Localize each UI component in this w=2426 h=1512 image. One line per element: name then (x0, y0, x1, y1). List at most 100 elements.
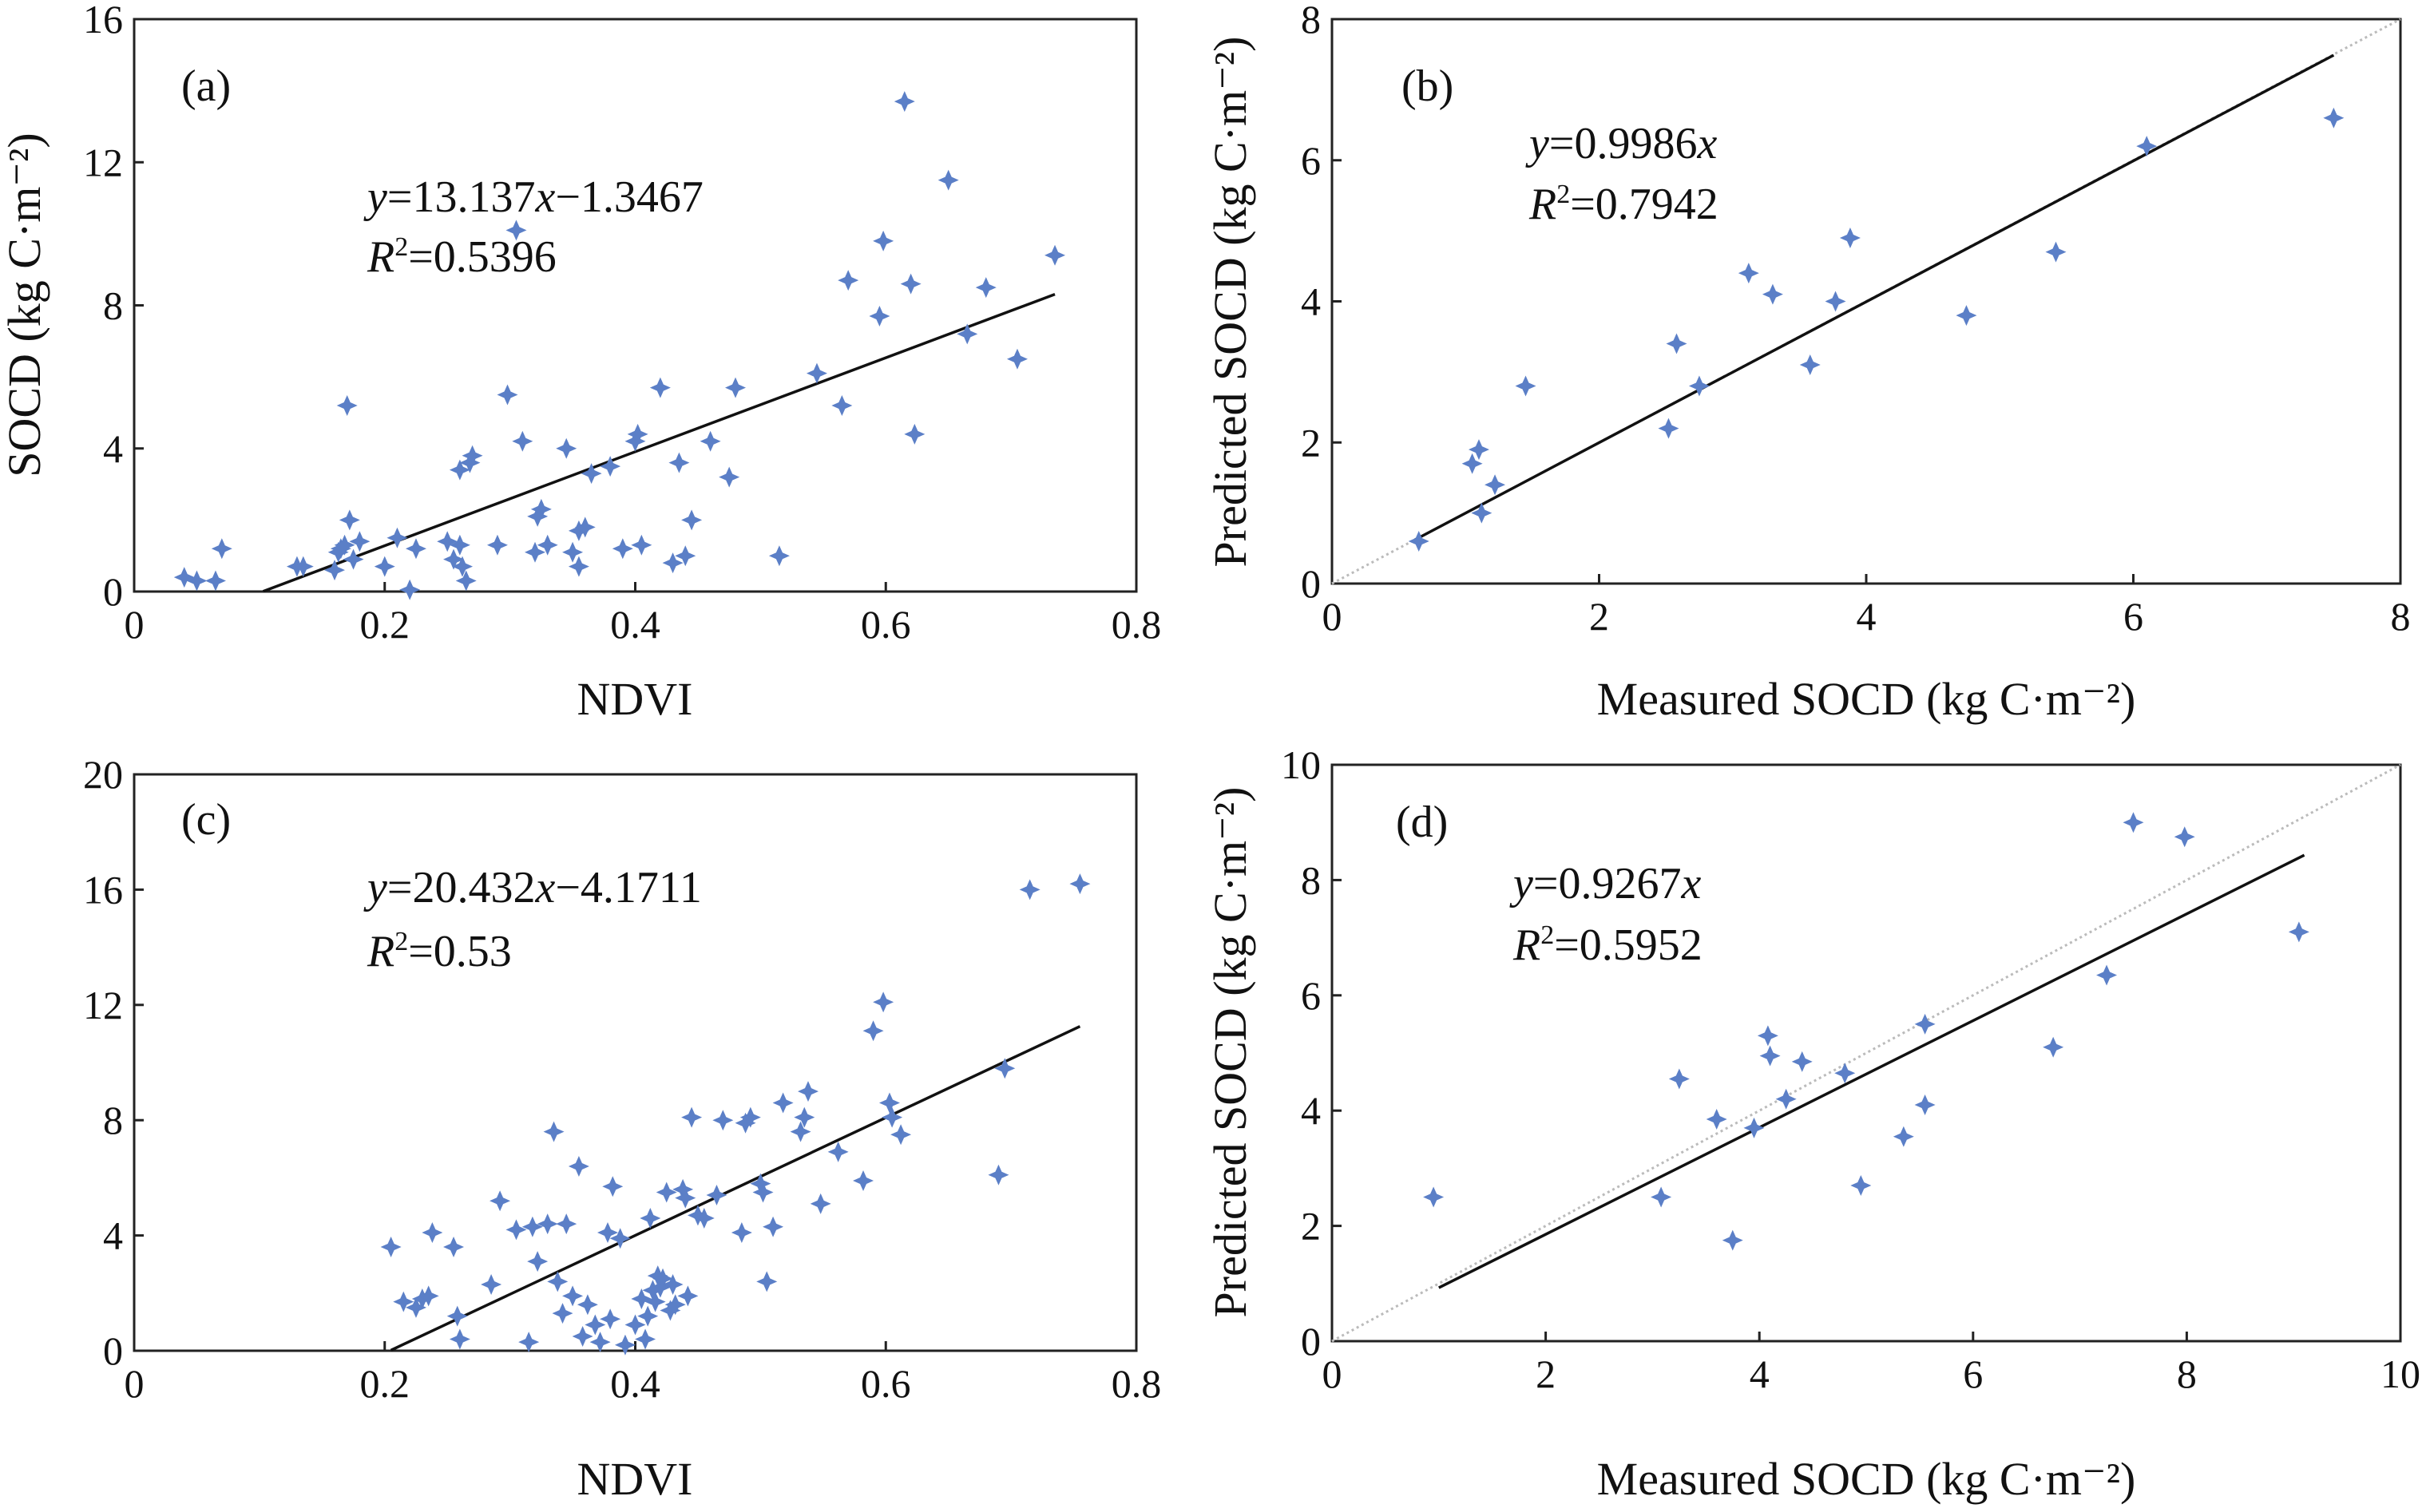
x-tick-label: 2 (1589, 594, 1609, 639)
data-point (462, 445, 483, 466)
data-point (552, 1303, 573, 1324)
y-tick-label: 0 (103, 569, 123, 614)
x-tick-label: 0.2 (360, 602, 410, 647)
data-point (568, 556, 589, 577)
data-point (712, 1110, 734, 1131)
data-point (577, 1294, 598, 1316)
data-point (1423, 1186, 1445, 1208)
plot-frame (133, 773, 1138, 1352)
data-point (449, 459, 470, 481)
data-point (543, 1121, 565, 1142)
plot-frame (133, 18, 1138, 593)
regression-line (1438, 853, 2305, 1289)
data-point (597, 1221, 618, 1243)
data-point (481, 1273, 502, 1295)
data-point (806, 362, 827, 384)
reference-line (1331, 763, 2401, 1343)
data-point (1666, 333, 1687, 354)
data-point (900, 273, 922, 295)
data-point (443, 548, 465, 570)
data-point (574, 517, 596, 538)
x-ticks: 0 0.2 0.4 0.6 0.8 (125, 582, 1161, 647)
data-point (627, 423, 648, 445)
data-point (173, 567, 195, 588)
y-tick-label: 12 (83, 140, 123, 184)
data-point (1515, 375, 1536, 397)
data-point (631, 1288, 652, 1310)
data-point (1825, 291, 1846, 312)
panel-label: (b) (1401, 61, 1453, 111)
y-tick-label: 0 (1301, 561, 1321, 606)
data-point (609, 1228, 631, 1249)
x-tick-label: 0 (125, 602, 145, 647)
data-point (662, 552, 684, 574)
data-point (1775, 1088, 1797, 1110)
y-tick-label: 4 (103, 1213, 123, 1258)
data-point (706, 1185, 727, 1206)
data-point (512, 430, 533, 452)
data-point (677, 1285, 699, 1307)
data-point (756, 1271, 778, 1292)
data-point (1006, 348, 1028, 370)
data-point (1791, 1051, 1813, 1072)
y-ticks: 0 4 8 12 16 20 (83, 752, 144, 1373)
data-point (556, 1213, 577, 1235)
data-point (452, 556, 474, 577)
x-ticks: 0 2 4 6 8 (1322, 574, 2411, 639)
data-point (1471, 502, 1492, 524)
panel-label: (d) (1396, 798, 1448, 847)
data-point (681, 509, 703, 531)
data-point (602, 1176, 624, 1197)
data-point (2136, 136, 2158, 157)
data-point (640, 1207, 661, 1229)
data-point (1688, 375, 1710, 397)
y-tick-label: 8 (1301, 857, 1321, 902)
y-tick-label: 16 (83, 0, 123, 42)
data-point (904, 423, 926, 445)
regression-line (390, 1025, 1081, 1352)
data-point (1658, 418, 1679, 439)
data-point (649, 377, 671, 398)
data-point (763, 1216, 784, 1237)
data-point (1485, 474, 1506, 496)
y-tick-label: 6 (1301, 138, 1321, 183)
data-point (752, 1181, 774, 1203)
regression-line (262, 293, 1056, 593)
data-point (393, 1291, 414, 1312)
data-point (797, 1081, 819, 1102)
data-point (656, 1181, 677, 1203)
data-point (635, 1328, 656, 1350)
data-point (2288, 921, 2309, 943)
fit-line-layer (262, 293, 1056, 593)
data-point (890, 1124, 912, 1146)
data-point (537, 1213, 558, 1235)
data-points (380, 873, 1091, 1356)
x-tick-label: 8 (2177, 1352, 2197, 1396)
r-squared: R2=0.5952 (1512, 920, 1703, 970)
data-point (1461, 453, 1483, 474)
data-point (2096, 964, 2118, 986)
data-point (186, 570, 208, 592)
data-point (1839, 227, 1861, 248)
x-axis-title: Measured SOCD (kg C·m⁻²) (1597, 673, 2136, 725)
panel-c: 0 0.2 0.4 0.6 0.8 0 4 8 12 16 20 (c) y=20.432x−4.… (83, 752, 1161, 1505)
data-point (518, 1332, 540, 1353)
data-point (330, 538, 351, 560)
y-tick-label: 2 (1301, 420, 1321, 465)
data-point (446, 1305, 468, 1327)
data-point (490, 1190, 511, 1212)
data-point (862, 1020, 884, 1042)
data-point (600, 1308, 621, 1330)
data-points (1423, 812, 2309, 1251)
x-tick-label: 0.2 (360, 1361, 410, 1406)
data-point (873, 992, 894, 1013)
data-point (668, 452, 690, 473)
data-point (731, 1221, 752, 1243)
data-point (568, 520, 589, 541)
data-point (957, 323, 978, 345)
data-point (449, 1328, 470, 1350)
data-point (1956, 305, 1977, 327)
data-point (537, 534, 558, 556)
data-point (672, 1178, 694, 1200)
r-squared: R2=0.5396 (367, 232, 557, 282)
